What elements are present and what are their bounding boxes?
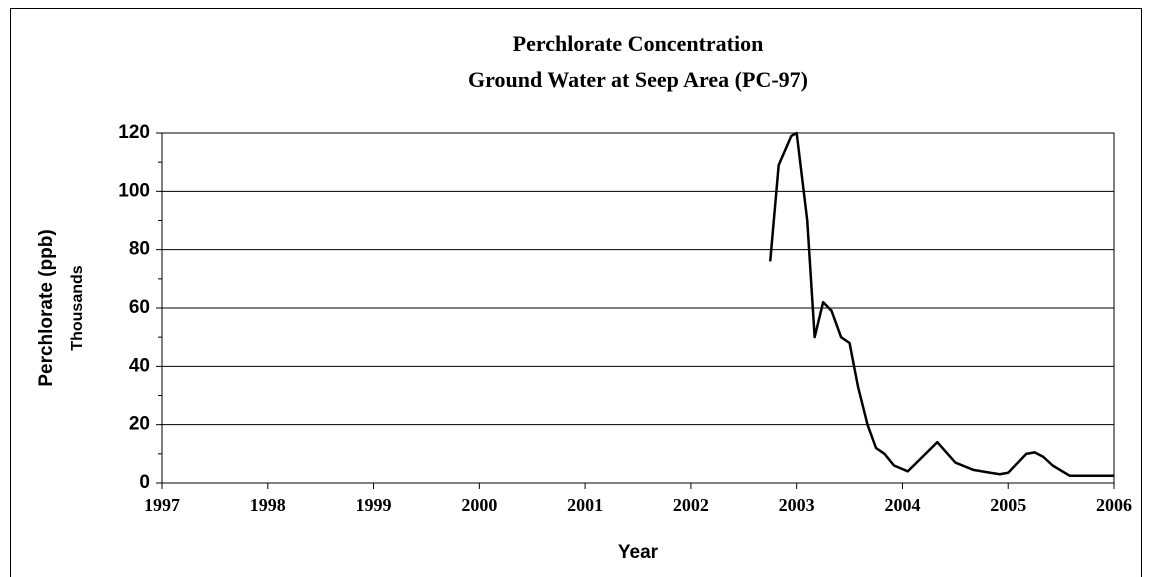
x-tick-label: 2004: [884, 495, 920, 515]
x-tick-label: 2006: [1096, 495, 1132, 515]
x-tick-label: 2000: [461, 495, 497, 515]
y-tick-label: 20: [129, 414, 150, 435]
x-tick-label: 1997: [144, 495, 180, 515]
frame: [10, 8, 1142, 577]
x-tick-label: 2002: [673, 495, 709, 515]
y-unit-label: Thousands: [69, 265, 86, 350]
chart-title: Perchlorate Concentration: [513, 31, 764, 56]
x-tick-label: 1999: [356, 495, 392, 515]
x-tick-label: 2005: [990, 495, 1026, 515]
x-tick-label: 1998: [250, 495, 286, 515]
data-line: [768, 131, 1114, 477]
chart-subtitle: Ground Water at Seep Area (PC-97): [468, 67, 808, 92]
x-tick-label: 2001: [567, 495, 603, 515]
x-axis-label: Year: [618, 542, 659, 563]
y-tick-label: 100: [118, 180, 150, 201]
y-tick-label: 0: [139, 472, 150, 493]
y-tick-label: 80: [129, 239, 150, 260]
y-tick-label: 40: [129, 355, 150, 376]
y-tick-label: 60: [129, 297, 150, 318]
plot-area: [161, 132, 1115, 484]
y-axis-label: Perchlorate (ppb): [36, 229, 57, 386]
y-tick-label: 120: [118, 122, 150, 143]
x-tick-label: 2003: [779, 495, 815, 515]
